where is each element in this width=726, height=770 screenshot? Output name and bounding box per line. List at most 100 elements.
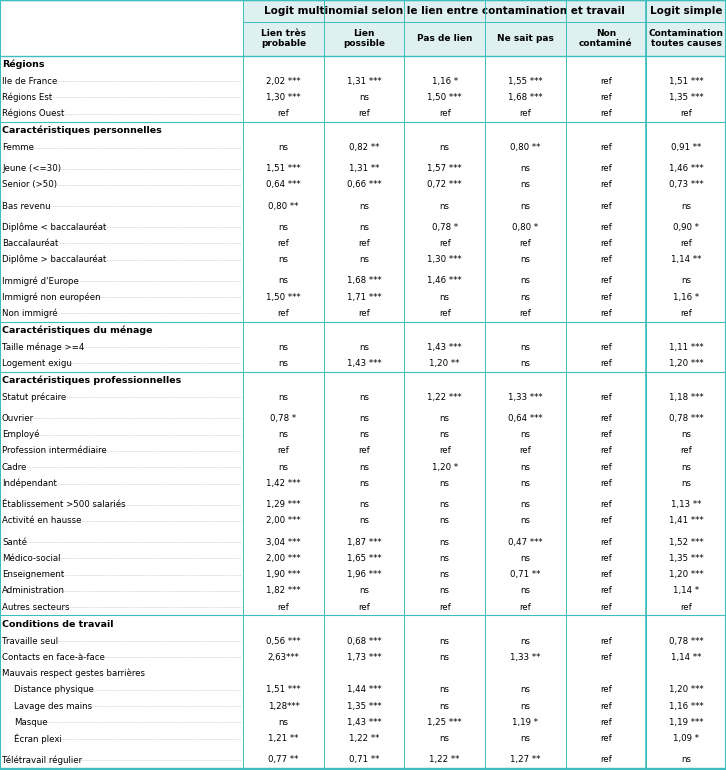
Text: 3,04 ***: 3,04 *** <box>266 537 301 547</box>
Text: Employé: Employé <box>2 430 39 440</box>
Text: 1,51 ***: 1,51 *** <box>266 164 301 173</box>
Text: Statut précaire: Statut précaire <box>2 393 66 402</box>
Text: ns: ns <box>279 393 288 402</box>
Text: ns: ns <box>521 463 530 472</box>
Bar <box>0 0 243 22</box>
Text: Ne sait pas: Ne sait pas <box>497 34 554 43</box>
Text: ns: ns <box>521 517 530 525</box>
Text: ns: ns <box>521 735 530 743</box>
Text: ref: ref <box>439 309 451 318</box>
Text: ref: ref <box>600 537 612 547</box>
Text: ns: ns <box>440 293 449 302</box>
Text: 1,22 **: 1,22 ** <box>349 735 379 743</box>
Text: ns: ns <box>681 276 691 286</box>
Text: ns: ns <box>359 202 369 210</box>
Text: ref: ref <box>600 180 612 189</box>
Text: 1,42 ***: 1,42 *** <box>266 479 301 488</box>
Text: ref: ref <box>519 603 531 611</box>
Text: Bas revenu: Bas revenu <box>2 202 51 210</box>
Bar <box>0 534 726 551</box>
Text: 1,31 **: 1,31 ** <box>349 164 379 173</box>
Text: 0,80 *: 0,80 * <box>513 223 538 232</box>
Text: 0,78 ***: 0,78 *** <box>669 637 703 645</box>
Text: 1,57 ***: 1,57 *** <box>428 164 462 173</box>
Bar <box>0 355 726 372</box>
Text: ref: ref <box>358 109 370 119</box>
Bar <box>0 289 726 305</box>
Text: ref: ref <box>600 755 612 765</box>
Text: Immigré non européen: Immigré non européen <box>2 293 101 302</box>
Text: ns: ns <box>521 293 530 302</box>
Text: 0,78 ***: 0,78 *** <box>669 414 703 423</box>
Text: 1,16 *: 1,16 * <box>673 293 699 302</box>
Text: ref: ref <box>519 109 531 119</box>
Text: 1,18 ***: 1,18 *** <box>669 393 703 402</box>
Bar <box>0 513 726 529</box>
Text: ns: ns <box>359 393 369 402</box>
Text: ref: ref <box>600 276 612 286</box>
Text: 1,68 ***: 1,68 *** <box>508 93 542 102</box>
Bar <box>0 73 726 89</box>
Text: Régions: Régions <box>2 59 44 69</box>
Text: 1,29 ***: 1,29 *** <box>266 500 301 509</box>
Text: 1,43 ***: 1,43 *** <box>347 359 381 368</box>
Text: 0,73 ***: 0,73 *** <box>669 180 703 189</box>
Text: 1,73 ***: 1,73 *** <box>347 653 381 661</box>
Text: Non
contaminé: Non contaminé <box>579 29 632 49</box>
Text: 1,30 ***: 1,30 *** <box>266 93 301 102</box>
Text: ns: ns <box>521 255 530 264</box>
Bar <box>0 55 726 73</box>
Text: Régions Est: Régions Est <box>2 92 52 102</box>
Text: ns: ns <box>359 517 369 525</box>
Text: ref: ref <box>600 517 612 525</box>
Bar <box>646 22 726 55</box>
Text: ref: ref <box>600 223 612 232</box>
Bar <box>0 615 726 633</box>
Text: Régions Ouest: Régions Ouest <box>2 109 65 119</box>
Text: ref: ref <box>358 603 370 611</box>
Bar <box>0 443 726 459</box>
Bar <box>0 599 726 615</box>
Text: 0,64 ***: 0,64 *** <box>508 414 542 423</box>
Text: 1,46 ***: 1,46 *** <box>669 164 703 173</box>
Bar <box>485 22 566 55</box>
Bar <box>0 273 726 289</box>
Text: ref: ref <box>277 447 290 456</box>
Text: Baccalauréat: Baccalauréat <box>2 239 58 248</box>
Text: 1,65 ***: 1,65 *** <box>347 554 381 563</box>
Text: ns: ns <box>279 718 288 727</box>
Bar <box>0 139 726 156</box>
Text: ns: ns <box>440 637 449 645</box>
Text: ref: ref <box>277 109 290 119</box>
Text: ref: ref <box>358 309 370 318</box>
Text: ref: ref <box>680 309 692 318</box>
Text: ns: ns <box>521 637 530 645</box>
Text: 0,71 **: 0,71 ** <box>510 570 540 579</box>
Text: Santé: Santé <box>2 537 27 547</box>
Text: ns: ns <box>359 587 369 595</box>
Text: ref: ref <box>600 554 612 563</box>
Text: Lien
possible: Lien possible <box>343 29 385 49</box>
Text: ns: ns <box>521 500 530 509</box>
Text: 1,71 ***: 1,71 *** <box>347 293 381 302</box>
Text: ns: ns <box>521 343 530 352</box>
Text: ref: ref <box>519 239 531 248</box>
Text: 1,20 ***: 1,20 *** <box>669 685 703 695</box>
Text: 1,20 ***: 1,20 *** <box>669 359 703 368</box>
Text: ref: ref <box>600 653 612 661</box>
Text: 0,47 ***: 0,47 *** <box>508 537 542 547</box>
Bar <box>0 497 726 513</box>
Text: ref: ref <box>680 447 692 456</box>
Bar <box>0 219 726 236</box>
Text: 1,25 ***: 1,25 *** <box>428 718 462 727</box>
Text: ref: ref <box>439 239 451 248</box>
Text: Pas de lien: Pas de lien <box>417 34 473 43</box>
Text: Autres secteurs: Autres secteurs <box>2 603 70 611</box>
Text: ns: ns <box>521 180 530 189</box>
Bar <box>0 389 726 406</box>
Text: ref: ref <box>519 447 531 456</box>
Text: ref: ref <box>600 570 612 579</box>
Text: ns: ns <box>279 359 288 368</box>
Text: 0,78 *: 0,78 * <box>432 223 457 232</box>
Text: ref: ref <box>600 447 612 456</box>
